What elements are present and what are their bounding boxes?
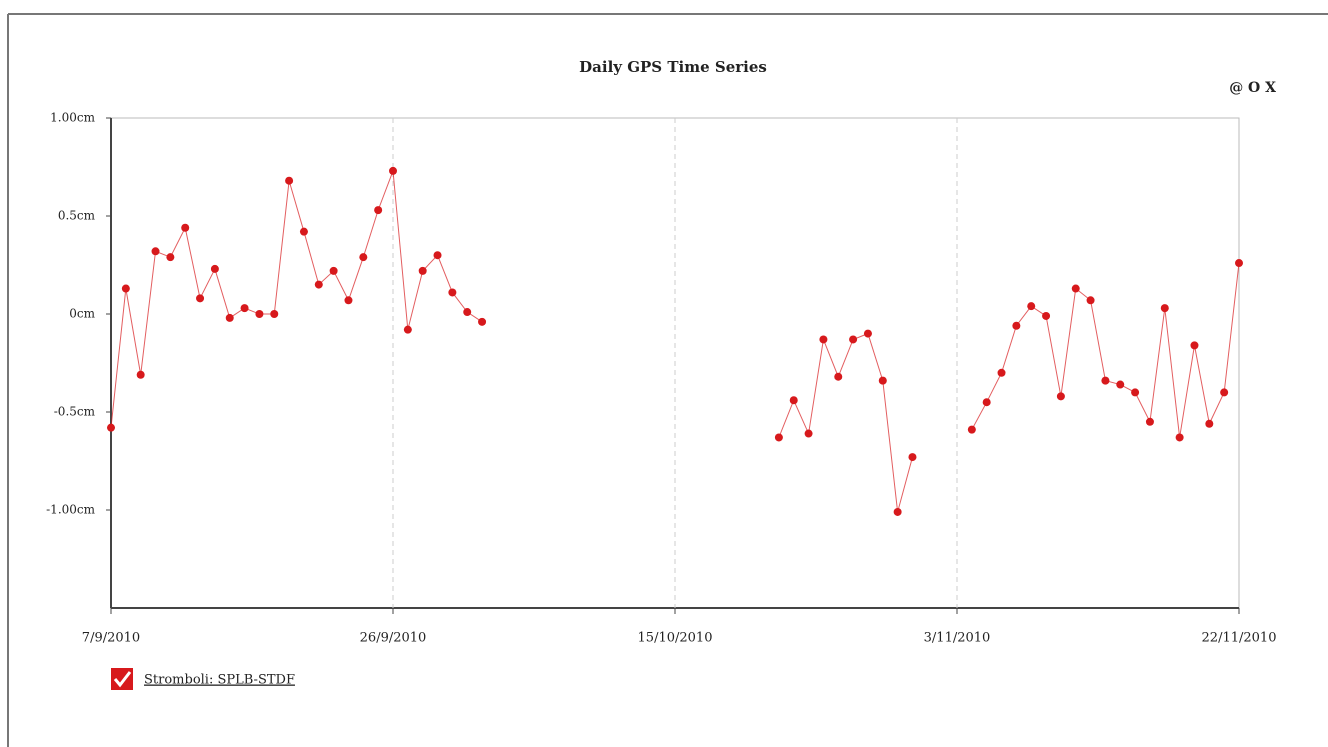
corner-controls[interactable]: @ O X <box>1229 80 1276 96</box>
data-point <box>819 335 828 344</box>
data-point <box>478 317 487 326</box>
data-point <box>151 247 160 256</box>
data-point <box>389 166 397 175</box>
data-point <box>1042 311 1051 320</box>
x-tick-label: 7/9/2010 <box>82 631 140 646</box>
data-point <box>403 325 412 334</box>
data-point <box>270 310 279 318</box>
data-point <box>1235 259 1243 268</box>
data-point <box>374 206 383 215</box>
data-point <box>1175 433 1184 442</box>
data-point <box>448 288 457 297</box>
data-point <box>1205 419 1214 428</box>
x-tick-label: 26/9/2010 <box>360 631 427 646</box>
data-point <box>121 284 130 293</box>
legend-checkbox[interactable] <box>111 668 133 690</box>
x-tick-label: 3/11/2010 <box>924 631 991 646</box>
data-point <box>1145 417 1154 426</box>
data-point <box>136 370 145 379</box>
data-point <box>225 313 234 322</box>
data-point <box>849 335 858 344</box>
data-point <box>834 372 843 381</box>
data-point <box>893 507 902 516</box>
data-point <box>181 223 190 232</box>
data-point <box>804 429 813 438</box>
data-point <box>1131 388 1140 397</box>
data-point <box>997 368 1006 377</box>
data-point <box>908 453 917 462</box>
data-point <box>255 310 264 318</box>
data-point <box>1220 388 1229 397</box>
data-point <box>967 425 976 434</box>
data-point <box>1101 376 1110 385</box>
x-tick-label: 15/10/2010 <box>638 631 713 646</box>
data-point <box>863 329 872 338</box>
data-point <box>1012 321 1021 330</box>
data-point <box>210 264 219 273</box>
data-point <box>240 304 249 313</box>
data-point <box>1027 302 1036 311</box>
x-tick-label: 22/11/2010 <box>1202 631 1277 646</box>
data-point <box>285 176 294 185</box>
data-point <box>789 396 798 405</box>
legend-label[interactable]: Stromboli: SPLB-STDF <box>144 673 295 688</box>
y-tick-label: -1.00cm <box>46 503 95 517</box>
data-point <box>344 296 353 305</box>
data-point <box>1160 304 1169 313</box>
chart-title: Daily GPS Time Series <box>579 58 767 76</box>
data-point <box>314 280 323 289</box>
y-tick-label: 0cm <box>69 307 95 321</box>
data-point <box>1086 296 1095 305</box>
data-point <box>418 266 427 275</box>
data-point <box>299 227 308 236</box>
data-point <box>982 398 991 407</box>
data-point <box>463 308 472 317</box>
data-point <box>329 266 338 275</box>
y-tick-label: 0.5cm <box>58 209 96 223</box>
data-point <box>774 433 783 442</box>
data-point <box>878 376 887 385</box>
data-point <box>166 253 175 262</box>
y-tick-label: -0.5cm <box>54 405 96 419</box>
data-point <box>1071 284 1080 293</box>
data-point <box>196 294 205 303</box>
data-point <box>1190 341 1199 350</box>
data-point <box>359 253 368 262</box>
data-point <box>1116 380 1125 389</box>
data-point <box>1056 392 1065 401</box>
data-point <box>107 423 115 432</box>
data-point <box>433 251 442 260</box>
y-tick-label: 1.00cm <box>50 111 95 125</box>
check-mark <box>113 671 132 688</box>
